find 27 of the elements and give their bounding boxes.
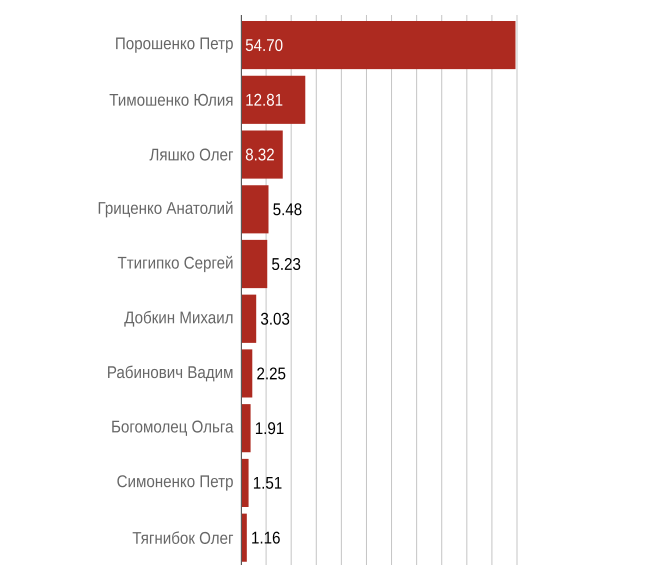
bar [241,76,306,124]
data-label: 2.25 [257,367,286,380]
y-tick-label: Ляшко Олег [150,148,234,161]
y-tick-label: Ттигипко Сергей [118,256,232,272]
bar [241,349,252,398]
y-tick-label: Богомолец Ольга [112,420,234,436]
bar [241,294,256,343]
bar [241,21,516,70]
data-label: 1.91 [256,422,284,434]
y-tick-label: Добкин Михаил [124,310,232,327]
y-tick-label: Гриценко Анатолий [98,201,232,218]
data-label: 5.23 [272,258,300,270]
data-label: 8.32 [246,148,274,161]
data-label: 54.70 [246,39,282,52]
bar [241,130,283,179]
y-tick-label: Симоненко Петр [117,475,233,491]
y-tick-label: Порошенко Петр [116,37,233,53]
bar [241,240,268,288]
data-label: 1.51 [254,476,282,489]
y-tick-label: Тягнибок Олег [132,531,234,544]
bar [241,185,268,234]
data-label: 12.81 [246,94,282,106]
data-label: 1.16 [252,532,280,544]
data-label: 5.48 [273,203,302,216]
y-tick-label: Рабинович Вадим [108,366,232,382]
data-label: 3.03 [260,312,290,325]
y-tick-label: Тимошенко Юлия [110,94,232,106]
